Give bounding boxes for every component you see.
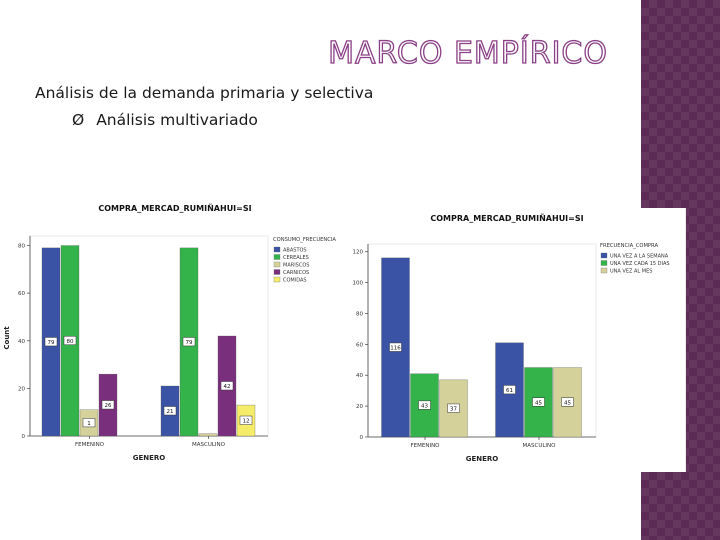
chart-left-xtick-label: FEMENINO [75, 442, 105, 448]
chart-left-data-label-box [44, 337, 58, 347]
chart-left-x-axis-label: GENERO [133, 454, 166, 462]
chart-left-legend-label-3: MARISCOS [283, 263, 309, 269]
chart-left-legend-title: CONSUMO_FRECUENCIA [273, 237, 336, 243]
chart-right-legend-label-1: UNA VEZ A LA SEMANA [610, 254, 669, 260]
chart-right-bar-2 [524, 367, 553, 438]
chart-left-legend-swatch-2 [273, 254, 281, 260]
chart-right-legend-swatch-2 [600, 260, 608, 266]
chart-right-bar-1 [495, 342, 524, 438]
arrow-bullet-icon: Ø [72, 111, 85, 129]
chart-right-bar-2 [410, 373, 439, 438]
chart-left-legend-label-5: COMIDAS [283, 278, 307, 284]
chart-left-ytick-label: 0 [22, 434, 26, 440]
chart-left-data-label: 42 [224, 384, 231, 390]
chart-right-legend-label-2: UNA VEZ CADA 15 DIAS [610, 261, 670, 267]
chart-left-data-label-box [182, 337, 196, 347]
chart-right-data-label: 45 [535, 400, 542, 406]
chart-left-legend-swatch-1 [273, 246, 281, 253]
chart-right-ytick-label: 100 [353, 281, 364, 287]
chart-left-data-label: 12 [243, 419, 250, 425]
chart-right-svg: COMPRA_MERCAD_RUMIÑAHUI=SI 0 20 40 60 80 100 12… [353, 213, 670, 463]
chart-left-legend-label-2: CEREALES [283, 255, 309, 261]
chart-left-ytick-label: 20 [18, 386, 25, 392]
chart-right-data-label-box [418, 400, 431, 410]
chart-left-ytick-label: 60 [18, 291, 25, 297]
chart-left-legend-label-4: CARNICOS [283, 270, 309, 276]
slide-subtitle: Análisis de la demanda primaria y select… [35, 84, 374, 102]
chart-right-bar-3 [553, 367, 582, 438]
chart-left-y-axis-label: Count [3, 326, 11, 350]
chart-right-bar-1 [381, 257, 410, 438]
chart-right-title: COMPRA_MERCAD_RUMIÑAHUI=SI [430, 213, 583, 223]
chart-left-data-label-box [220, 381, 234, 391]
chart-right-data-label: 61 [506, 388, 513, 394]
chart-left-data-label: 21 [167, 409, 174, 415]
chart-right-xtick-label: MASCULINO [523, 443, 557, 449]
chart-right-legend-label-3: UNA VEZ AL MES [610, 269, 652, 275]
chart-right-ytick-label: 120 [353, 250, 364, 256]
chart-left-legend-swatch-5 [273, 276, 281, 283]
chart-right-data-label-box [503, 385, 516, 395]
chart-right-data-label: 37 [450, 407, 457, 413]
chart-left: COMPRA_MERCAD_RUMIÑAHUI=SI 0 20 40 60 80 Count… [0, 192, 370, 475]
chart-right-data-label: 45 [564, 400, 571, 406]
chart-left-ytick-label: 40 [18, 339, 25, 345]
chart-right-x-axis-label: GENERO [466, 455, 499, 463]
chart-left-data-label: 80 [67, 339, 74, 345]
chart-right-ytick-label: 0 [360, 435, 364, 441]
chart-left-data-label: 26 [105, 403, 112, 409]
chart-left-legend-swatch-4 [273, 269, 281, 275]
chart-right-ytick-label: 60 [356, 342, 363, 348]
chart-left-bar-3 [198, 433, 218, 437]
chart-right-data-label-box [532, 397, 545, 407]
chart-right-ytick-label: 40 [356, 373, 363, 379]
chart-left-xtick-label: MASCULINO [192, 442, 226, 448]
chart-left-legend-swatch-3 [273, 261, 281, 268]
chart-left-svg: COMPRA_MERCAD_RUMIÑAHUI=SI 0 20 40 60 80 Count… [3, 203, 336, 462]
chart-right-bar-3 [439, 379, 468, 438]
chart-left-data-label: 79 [186, 340, 193, 346]
chart-right-ytick-label: 80 [356, 311, 363, 317]
chart-right-legend-swatch-3 [600, 267, 608, 274]
chart-right-ytick-label: 20 [356, 404, 363, 410]
chart-left-data-label: 79 [48, 340, 55, 346]
bullet-item: Ø Análisis multivariado [72, 111, 258, 129]
chart-left-data-label-box [163, 406, 177, 416]
chart-right-legend-swatch-1 [600, 252, 608, 259]
chart-left-data-label-box [239, 415, 253, 425]
chart-left-data-label: 1 [87, 421, 91, 427]
chart-left-ytick-label: 80 [18, 244, 25, 250]
chart-right-data-label-box [389, 342, 402, 352]
chart-right: COMPRA_MERCAD_RUMIÑAHUI=SI 0 20 40 60 80 100 12… [338, 208, 686, 472]
chart-left-data-label-box [63, 336, 77, 346]
slide-title: MARCO EMPÍRICO [327, 35, 608, 71]
chart-right-legend-title: FRECUENCIA_COMPRA [600, 243, 658, 249]
chart-right-data-label: 116 [390, 346, 401, 352]
chart-right-plot-area [367, 243, 597, 438]
chart-right-data-label: 43 [421, 404, 428, 410]
bullet-text: Análisis multivariado [96, 111, 258, 129]
chart-right-data-label-box [561, 397, 574, 407]
chart-left-title: COMPRA_MERCAD_RUMIÑAHUI=SI [98, 203, 251, 213]
chart-left-data-label-box [82, 418, 96, 428]
chart-right-xtick-label: FEMENINO [410, 443, 440, 449]
chart-left-data-label-box [101, 400, 115, 410]
chart-right-data-label-box [447, 403, 460, 413]
chart-left-legend-label-1: ABASTOS [283, 248, 307, 254]
